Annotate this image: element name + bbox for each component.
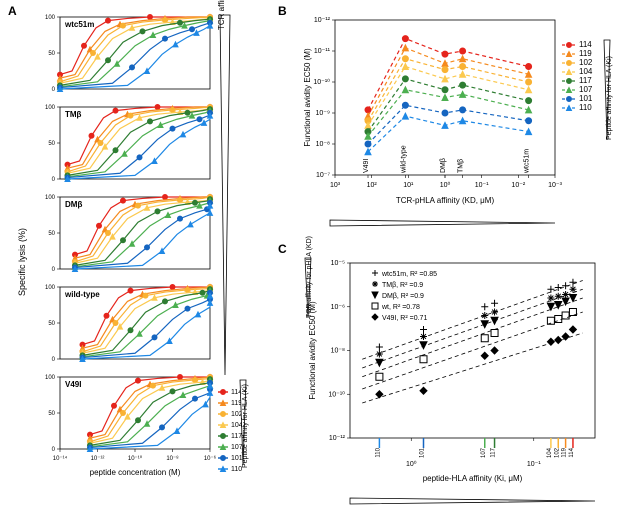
peptide-affinity-label-b: Peptide affinity for HLA (Ki) — [606, 56, 613, 140]
svg-text:117: 117 — [491, 447, 497, 457]
panel-a: Specific lysis (%)wtc51m050100TMβ050100D… — [30, 12, 210, 492]
svg-text:0: 0 — [52, 177, 56, 183]
svg-text:107: 107 — [481, 447, 487, 458]
svg-text:50: 50 — [48, 411, 55, 417]
svg-text:10⁻¹²: 10⁻¹² — [91, 456, 105, 462]
svg-text:10⁻¹²: 10⁻¹² — [329, 435, 346, 442]
svg-text:10⁰: 10⁰ — [406, 460, 417, 468]
svg-text:10⁻¹⁰: 10⁻¹⁰ — [328, 390, 345, 398]
svg-text:50: 50 — [48, 231, 55, 237]
svg-text:10⁻⁹: 10⁻⁹ — [316, 110, 330, 117]
svg-text:10⁻⁸: 10⁻⁸ — [316, 141, 330, 148]
svg-text:0: 0 — [52, 267, 56, 273]
svg-text:102: 102 — [554, 447, 560, 458]
svg-text:100: 100 — [45, 15, 56, 21]
svg-text:104: 104 — [547, 447, 553, 458]
peptide-hla-triangle-c — [350, 496, 595, 506]
svg-text:0: 0 — [52, 87, 56, 93]
svg-text:DMβ: DMβ — [440, 158, 447, 173]
panel-b-svg: 10⁻¹² 10⁻¹¹ 10⁻¹⁰ 10⁻⁹ 10⁻⁸ 10⁻⁷10³ 10² 10¹ 10⁰ 1… — [300, 12, 560, 227]
svg-text:wtc51m, R² =0.85: wtc51m, R² =0.85 — [381, 271, 437, 278]
svg-text:DMβ, R² =0.9: DMβ, R² =0.9 — [382, 293, 424, 300]
svg-text:50: 50 — [48, 321, 55, 327]
svg-text:10³: 10³ — [330, 182, 341, 189]
svg-text:10⁻¹⁰: 10⁻¹⁰ — [128, 455, 143, 462]
svg-text:110: 110 — [375, 447, 381, 457]
svg-text:10⁻¹²: 10⁻¹² — [314, 17, 331, 24]
svg-text:0: 0 — [52, 357, 56, 363]
panel-a-svg: Specific lysis (%)wtc51m050100TMβ050100D… — [30, 12, 210, 492]
panel-c-svg: 10⁻¹²10⁻¹⁰10⁻⁸10⁻⁶10⁻⁵10⁰10⁻¹Functional … — [300, 255, 600, 490]
svg-text:0: 0 — [52, 447, 56, 453]
svg-text:100: 100 — [45, 375, 56, 381]
svg-text:10¹: 10¹ — [403, 182, 414, 189]
svg-text:Functional avidity EC50 (M): Functional avidity EC50 (M) — [303, 48, 312, 147]
svg-text:TMβ: TMβ — [458, 159, 465, 173]
svg-text:TMβ, R² =0.9: TMβ, R² =0.9 — [382, 282, 423, 289]
svg-text:V49I: V49I — [65, 380, 81, 389]
svg-text:114: 114 — [569, 447, 575, 457]
svg-text:DMβ: DMβ — [65, 200, 82, 209]
panel-b: 10⁻¹² 10⁻¹¹ 10⁻¹⁰ 10⁻⁹ 10⁻⁸ 10⁻⁷10³ 10² 10¹ 10⁰ 1… — [300, 12, 560, 227]
panel-a-label: A — [8, 4, 17, 18]
tcr-affinity-label-a: TCR affinity for pHLA (KD) — [217, 0, 226, 30]
svg-text:100: 100 — [45, 105, 56, 111]
svg-text:10⁻¹: 10⁻¹ — [527, 461, 541, 468]
panel-c-label: C — [278, 242, 287, 256]
svg-text:10⁻¹⁰: 10⁻¹⁰ — [313, 78, 330, 86]
svg-text:50: 50 — [48, 51, 55, 57]
svg-text:V49I, R² =0.71: V49I, R² =0.71 — [382, 315, 427, 322]
svg-text:10⁻⁸: 10⁻⁸ — [166, 455, 179, 462]
svg-text:10²: 10² — [367, 182, 378, 189]
svg-text:wtc51m: wtc51m — [64, 20, 94, 29]
svg-text:V49I: V49I — [363, 159, 370, 173]
svg-text:10⁻²: 10⁻² — [511, 182, 525, 189]
svg-text:10⁻¹⁴: 10⁻¹⁴ — [53, 455, 68, 462]
svg-text:10⁻⁸: 10⁻⁸ — [331, 348, 345, 355]
peptide-affinity-label-a: Peptide affinity for HLA (Ki) — [242, 384, 249, 468]
svg-text:wtc51m: wtc51m — [524, 149, 531, 174]
svg-text:wild-type: wild-type — [400, 145, 407, 174]
panel-b-label: B — [278, 4, 287, 18]
svg-text:101: 101 — [420, 447, 426, 458]
svg-text:10⁻⁶: 10⁻⁶ — [204, 455, 217, 462]
svg-text:10⁻⁵: 10⁻⁵ — [331, 260, 345, 267]
svg-text:10⁻¹: 10⁻¹ — [475, 182, 489, 189]
svg-text:wt, R² =0.78: wt, R² =0.78 — [381, 304, 420, 311]
svg-text:TCR-pHLA affinity (KD, μM): TCR-pHLA affinity (KD, μM) — [396, 196, 495, 205]
tcr-affinity-label-c: TCR affinity for pHLA (KD) — [306, 236, 313, 318]
tcr-phla-triangle-b — [330, 218, 555, 228]
svg-text:119: 119 — [562, 447, 568, 457]
panel-c: 10⁻¹²10⁻¹⁰10⁻⁸10⁻⁶10⁻⁵10⁰10⁻¹Functional … — [300, 255, 600, 490]
svg-text:10⁻⁷: 10⁻⁷ — [316, 172, 330, 179]
svg-text:50: 50 — [48, 141, 55, 147]
svg-text:10⁻¹¹: 10⁻¹¹ — [314, 48, 331, 55]
tcr-affinity-triangle-a — [216, 15, 234, 375]
svg-text:peptide concentration (M): peptide concentration (M) — [90, 468, 181, 477]
svg-text:Specific lysis (%): Specific lysis (%) — [17, 228, 27, 296]
svg-text:10⁰: 10⁰ — [440, 181, 451, 189]
svg-text:wild-type: wild-type — [64, 290, 100, 299]
svg-text:100: 100 — [45, 285, 56, 291]
svg-text:10⁻⁶: 10⁻⁶ — [331, 304, 345, 311]
svg-text:100: 100 — [45, 195, 56, 201]
svg-text:TMβ: TMβ — [65, 110, 82, 119]
svg-text:peptide-HLA affinity (Ki, μM): peptide-HLA affinity (Ki, μM) — [423, 474, 523, 483]
svg-text:10⁻³: 10⁻³ — [548, 182, 562, 189]
svg-text:110: 110 — [231, 466, 242, 473]
